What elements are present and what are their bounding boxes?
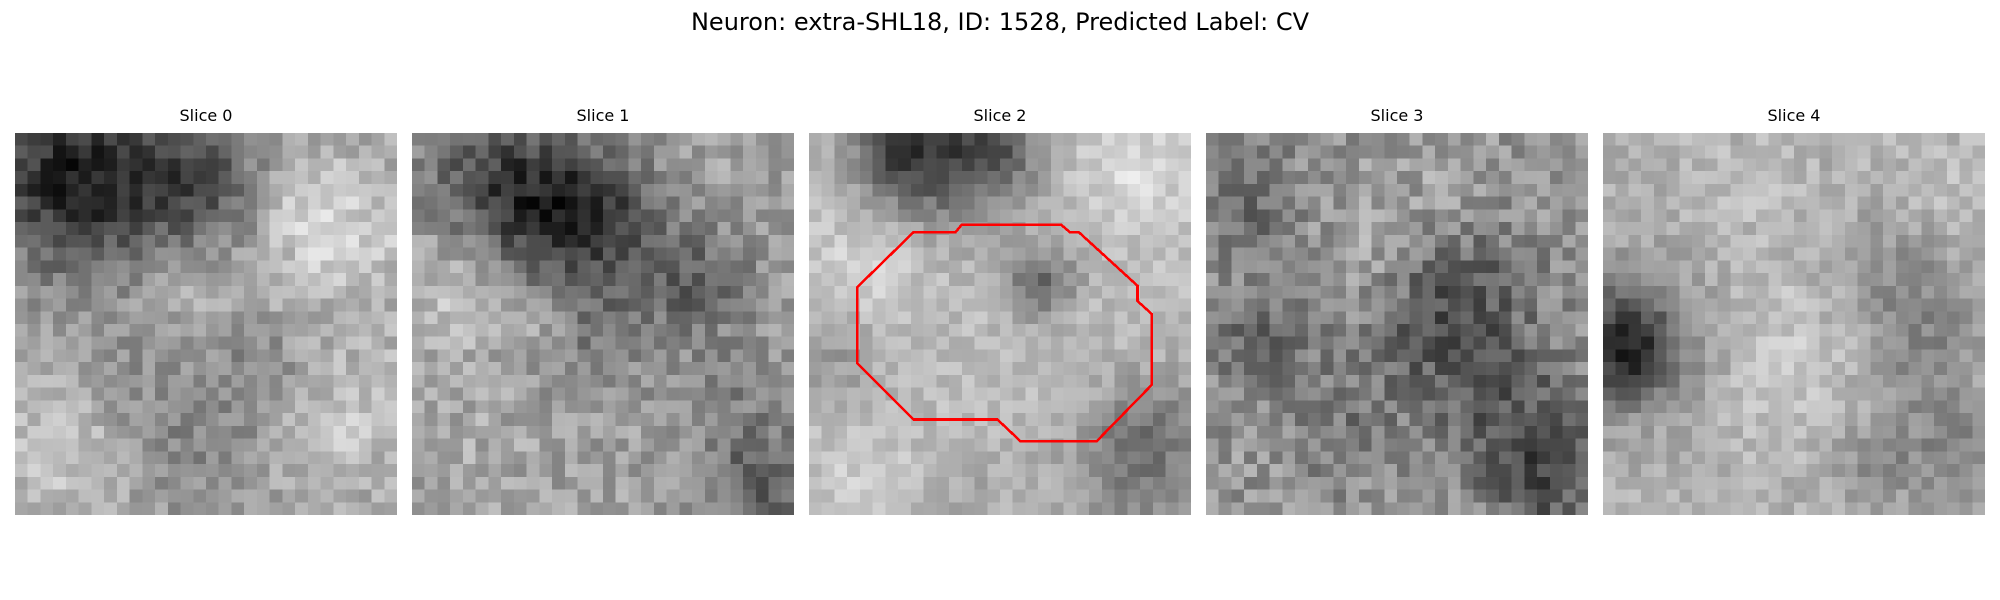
slice-panel-0: Slice 0	[15, 106, 397, 515]
slice-title-3: Slice 3	[1370, 106, 1424, 125]
slice-image-2	[809, 133, 1191, 515]
roi-outline	[856, 223, 1153, 443]
slice-image-1	[412, 133, 794, 515]
slice-image-4	[1603, 133, 1985, 515]
slice-image-0	[15, 133, 397, 515]
slice-title-1: Slice 1	[576, 106, 630, 125]
slice-title-4: Slice 4	[1767, 106, 1821, 125]
slice-panel-2: Slice 2	[809, 106, 1191, 515]
slice-image-3	[1206, 133, 1588, 515]
slice-title-2: Slice 2	[973, 106, 1027, 125]
figure-title: Neuron: extra-SHL18, ID: 1528, Predicted…	[690, 8, 1310, 36]
slice-panel-1: Slice 1	[412, 106, 794, 515]
slice-panel-3: Slice 3	[1206, 106, 1588, 515]
slice-title-0: Slice 0	[179, 106, 233, 125]
slice-panel-4: Slice 4	[1603, 106, 1985, 515]
